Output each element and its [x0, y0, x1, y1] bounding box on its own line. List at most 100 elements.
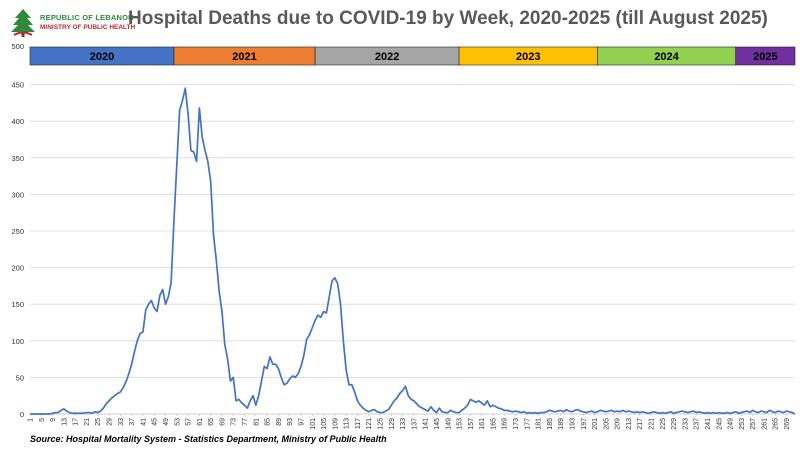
- x-tick-label-57: 57: [186, 418, 193, 426]
- x-tick-label-13: 13: [61, 418, 68, 426]
- x-tick-label-193: 193: [569, 418, 576, 430]
- x-tick-label-181: 181: [536, 418, 543, 430]
- x-tick-label-33: 33: [118, 418, 125, 426]
- x-tick-label-89: 89: [276, 418, 283, 426]
- x-tick-label-117: 117: [355, 418, 362, 429]
- y-tick-label-50: 50: [16, 373, 24, 382]
- x-tick-label-101: 101: [310, 418, 317, 430]
- x-axis: 1 5 9 13 17 21 25 29 33 37 41 45 49 53 57 61 65 69 73 77 81 8…: [28, 414, 791, 430]
- y-tick-label-250: 250: [11, 227, 24, 236]
- x-tick-label-121: 121: [366, 418, 373, 430]
- series-group: [30, 87, 796, 415]
- x-tick-label-21: 21: [84, 418, 91, 426]
- x-tick-label-125: 125: [378, 418, 385, 430]
- x-tick-label-177: 177: [524, 418, 531, 430]
- chart-title: Hospital Deaths due to COVID-19 by Week,…: [128, 8, 768, 29]
- year-band-label-2022: 2022: [375, 51, 399, 63]
- x-tick-label-165: 165: [490, 418, 497, 430]
- x-tick-label-41: 41: [140, 418, 147, 426]
- x-tick-label-245: 245: [716, 418, 723, 430]
- x-tick-label-49: 49: [163, 418, 170, 426]
- x-tick-label-133: 133: [400, 418, 407, 430]
- y-tick-label-150: 150: [11, 300, 24, 309]
- y-tick-label-300: 300: [11, 190, 24, 199]
- year-band-label-2020: 2020: [90, 51, 114, 63]
- x-tick-label-97: 97: [298, 418, 305, 426]
- source-note: Source: Hospital Mortality System - Stat…: [30, 434, 387, 444]
- x-tick-label-229: 229: [671, 418, 678, 430]
- x-tick-label-9: 9: [50, 418, 57, 422]
- x-tick-label-225: 225: [660, 418, 667, 430]
- x-tick-label-217: 217: [637, 418, 644, 430]
- x-tick-label-5: 5: [39, 418, 46, 422]
- logo-line-1: REPUBLIC OF LEBANON: [40, 13, 134, 22]
- x-tick-label-269: 269: [784, 418, 791, 430]
- x-tick-label-233: 233: [682, 418, 689, 430]
- y-tick-label-100: 100: [11, 337, 24, 346]
- x-tick-label-265: 265: [773, 418, 780, 430]
- x-tick-label-137: 137: [411, 418, 418, 430]
- chart-area: 2020 2021 2022 2023 2024 2025 050100150200250…: [11, 44, 796, 430]
- x-tick-label-65: 65: [208, 418, 215, 426]
- year-band-label-2025: 2025: [753, 51, 777, 63]
- x-tick-label-129: 129: [389, 418, 396, 430]
- year-band-label-2021: 2021: [232, 51, 256, 63]
- x-tick-label-25: 25: [95, 418, 102, 426]
- x-tick-label-257: 257: [750, 418, 757, 430]
- x-tick-label-201: 201: [592, 418, 599, 430]
- x-tick-label-93: 93: [287, 418, 294, 426]
- x-tick-label-109: 109: [332, 418, 339, 430]
- x-tick-label-141: 141: [423, 418, 430, 430]
- x-tick-label-213: 213: [626, 418, 633, 430]
- x-tick-label-261: 261: [761, 418, 768, 430]
- header: REPUBLIC OF LEBANON MINISTRY OF PUBLIC H…: [0, 0, 800, 44]
- x-tick-label-85: 85: [265, 418, 272, 426]
- x-tick-label-61: 61: [197, 418, 204, 426]
- x-tick-label-77: 77: [242, 418, 249, 426]
- year-band-2025: [735, 46, 796, 66]
- x-tick-label-69: 69: [219, 418, 226, 426]
- x-tick-label-205: 205: [603, 418, 610, 430]
- year-band-label-2024: 2024: [654, 51, 679, 63]
- x-tick-label-149: 149: [445, 418, 452, 430]
- x-tick-label-237: 237: [694, 418, 701, 430]
- x-tick-label-1: 1: [28, 418, 35, 422]
- x-tick-label-189: 189: [558, 418, 565, 430]
- x-tick-label-253: 253: [739, 418, 746, 430]
- x-tick-label-37: 37: [129, 418, 136, 426]
- y-tick-label-500: 500: [11, 44, 24, 51]
- ministry-logo: REPUBLIC OF LEBANON MINISTRY OF PUBLIC H…: [10, 8, 135, 38]
- x-tick-label-105: 105: [321, 418, 328, 430]
- x-tick-label-81: 81: [253, 418, 260, 426]
- cedar-logo-icon: [11, 9, 35, 37]
- x-tick-label-145: 145: [434, 418, 441, 430]
- year-band-label-2023: 2023: [516, 51, 540, 63]
- gridlines: [30, 84, 795, 415]
- x-tick-label-45: 45: [152, 418, 159, 426]
- x-tick-label-161: 161: [479, 418, 486, 430]
- logo-line-2: MINISTRY OF PUBLIC HEALTH: [40, 24, 136, 31]
- y-tick-label-350: 350: [11, 154, 24, 163]
- x-tick-label-73: 73: [231, 418, 238, 426]
- x-tick-label-221: 221: [649, 418, 656, 430]
- y-tick-label-200: 200: [11, 264, 24, 273]
- x-tick-label-29: 29: [107, 418, 114, 426]
- x-tick-label-197: 197: [581, 418, 588, 430]
- x-tick-label-53: 53: [174, 418, 181, 426]
- y-tick-label-450: 450: [11, 81, 24, 90]
- y-tick-label-0: 0: [20, 410, 24, 419]
- x-tick-label-157: 157: [468, 418, 475, 430]
- x-tick-label-173: 173: [513, 418, 520, 430]
- x-tick-label-17: 17: [73, 418, 80, 426]
- x-tick-label-169: 169: [502, 418, 509, 430]
- x-tick-label-153: 153: [457, 418, 464, 430]
- x-tick-label-241: 241: [705, 418, 712, 430]
- x-tick-label-209: 209: [615, 418, 622, 430]
- series-line-0: [30, 87, 796, 415]
- x-tick-label-185: 185: [547, 418, 554, 430]
- y-tick-label-400: 400: [11, 117, 24, 126]
- year-bands: 2020 2021 2022 2023 2024 2025: [29, 46, 796, 66]
- x-tick-label-249: 249: [728, 418, 735, 430]
- y-axis: 0 50 100 150 200 250 300 350 400 450 500: [11, 44, 24, 419]
- x-tick-label-113: 113: [344, 418, 351, 429]
